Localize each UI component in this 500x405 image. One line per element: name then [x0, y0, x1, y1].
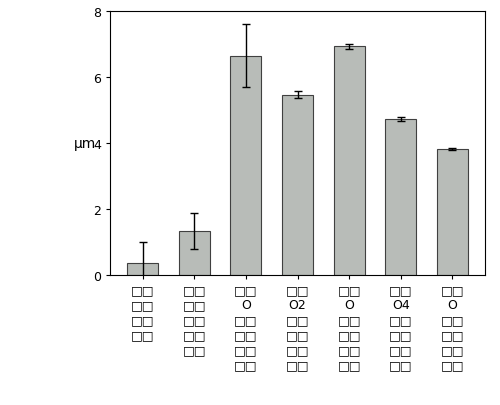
Bar: [230, 57, 262, 275]
Bar: [178, 232, 210, 275]
Bar: [334, 47, 364, 275]
Bar: [282, 96, 313, 275]
Bar: [386, 120, 416, 275]
Bar: [127, 263, 158, 275]
Bar: [437, 150, 468, 275]
Y-axis label: μm: μm: [74, 137, 96, 151]
